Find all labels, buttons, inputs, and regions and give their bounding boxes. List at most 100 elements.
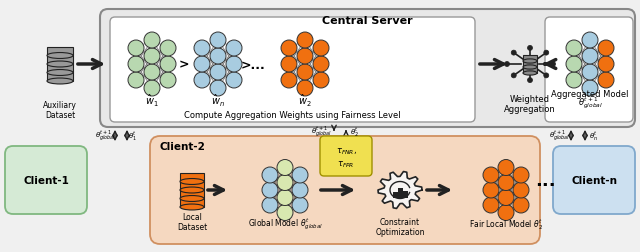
FancyBboxPatch shape [545,18,633,122]
Text: $\tau_{FNR},$: $\tau_{FNR},$ [335,146,356,157]
Circle shape [313,73,329,89]
Bar [403,191,408,198]
Circle shape [277,205,293,220]
Circle shape [160,41,176,57]
Text: Central Server: Central Server [322,16,413,26]
Circle shape [226,73,242,89]
Text: $\theta^{t}_{2}$: $\theta^{t}_{2}$ [349,125,358,138]
Circle shape [527,46,532,51]
Text: Compute Aggregation Weights using Fairness Level: Compute Aggregation Weights using Fairne… [184,111,401,119]
Text: $\theta^{t+1}_{global}$: $\theta^{t+1}_{global}$ [95,128,116,143]
Text: Client-n: Client-n [571,175,617,185]
Circle shape [598,57,614,73]
FancyBboxPatch shape [5,146,87,214]
Circle shape [292,167,308,183]
Text: $\theta^{t+1}_{global}$: $\theta^{t+1}_{global}$ [549,128,571,143]
FancyBboxPatch shape [320,137,372,176]
Text: $\theta^{t+1}_{global}$: $\theta^{t+1}_{global}$ [577,94,602,110]
Ellipse shape [47,62,73,68]
Circle shape [281,73,297,89]
FancyBboxPatch shape [553,146,635,214]
Circle shape [210,65,226,81]
Bar [397,188,403,198]
Ellipse shape [523,60,537,64]
Text: $\theta^{t+1}_{global}$: $\theta^{t+1}_{global}$ [312,124,333,139]
Ellipse shape [47,70,73,76]
Circle shape [262,197,278,213]
Circle shape [598,73,614,89]
Text: >...: >... [241,58,266,71]
Circle shape [566,57,582,73]
Text: ...: ... [534,171,556,189]
Circle shape [582,49,598,65]
Ellipse shape [180,196,204,202]
Circle shape [194,73,210,89]
Circle shape [566,73,582,89]
Ellipse shape [47,79,73,85]
Circle shape [160,57,176,73]
Circle shape [483,182,499,198]
Text: $\hat{w}_n$: $\hat{w}_n$ [211,93,225,109]
Bar [392,192,397,198]
Circle shape [277,160,293,176]
Circle shape [144,65,160,81]
Bar [47,48,73,82]
Circle shape [128,73,144,89]
Circle shape [292,197,308,213]
Ellipse shape [180,204,204,210]
Circle shape [527,78,532,83]
Circle shape [144,49,160,65]
Circle shape [504,62,509,67]
Circle shape [194,57,210,73]
Text: $\hat{w}_1$: $\hat{w}_1$ [145,93,159,109]
Polygon shape [378,172,422,209]
Circle shape [210,49,226,65]
Text: $\hat{w}_2$: $\hat{w}_2$ [298,93,312,109]
Text: Fair Local Model $\theta^t_2$: Fair Local Model $\theta^t_2$ [469,216,543,231]
Circle shape [277,190,293,206]
Text: Constraint
Optimization: Constraint Optimization [375,217,425,236]
Circle shape [598,41,614,57]
Bar [523,56,537,74]
Circle shape [226,41,242,57]
Ellipse shape [47,53,73,59]
Circle shape [513,167,529,183]
Ellipse shape [523,72,537,76]
Circle shape [582,65,598,81]
Text: Local
Dataset: Local Dataset [177,212,207,232]
Circle shape [281,57,297,73]
Circle shape [582,33,598,49]
Text: $\theta^{t}_{n}$: $\theta^{t}_{n}$ [589,129,598,142]
Circle shape [226,57,242,73]
Ellipse shape [523,66,537,70]
Circle shape [544,74,548,79]
Circle shape [498,160,514,176]
Circle shape [483,197,499,213]
Text: Weighted
Aggregation: Weighted Aggregation [504,94,556,114]
Circle shape [498,175,514,191]
Circle shape [483,167,499,183]
Text: >: > [179,58,189,71]
Text: Global Model $\theta^t_{global}$: Global Model $\theta^t_{global}$ [248,216,323,232]
Circle shape [292,182,308,198]
Circle shape [297,49,313,65]
Ellipse shape [180,179,204,185]
Circle shape [144,81,160,97]
FancyBboxPatch shape [110,18,475,122]
Circle shape [313,41,329,57]
FancyBboxPatch shape [100,10,635,128]
Text: Auxiliary
Dataset: Auxiliary Dataset [43,101,77,120]
Circle shape [210,81,226,97]
Circle shape [513,182,529,198]
Circle shape [511,51,516,56]
Circle shape [160,73,176,89]
Circle shape [544,51,548,56]
Circle shape [313,57,329,73]
Circle shape [498,190,514,206]
Text: $\theta^{t}_{1}$: $\theta^{t}_{1}$ [127,129,136,142]
Circle shape [297,33,313,49]
Text: Client-1: Client-1 [23,175,69,185]
Text: Client-2: Client-2 [160,141,206,151]
Text: $\tau_{FPR}$: $\tau_{FPR}$ [337,159,355,170]
Circle shape [281,41,297,57]
